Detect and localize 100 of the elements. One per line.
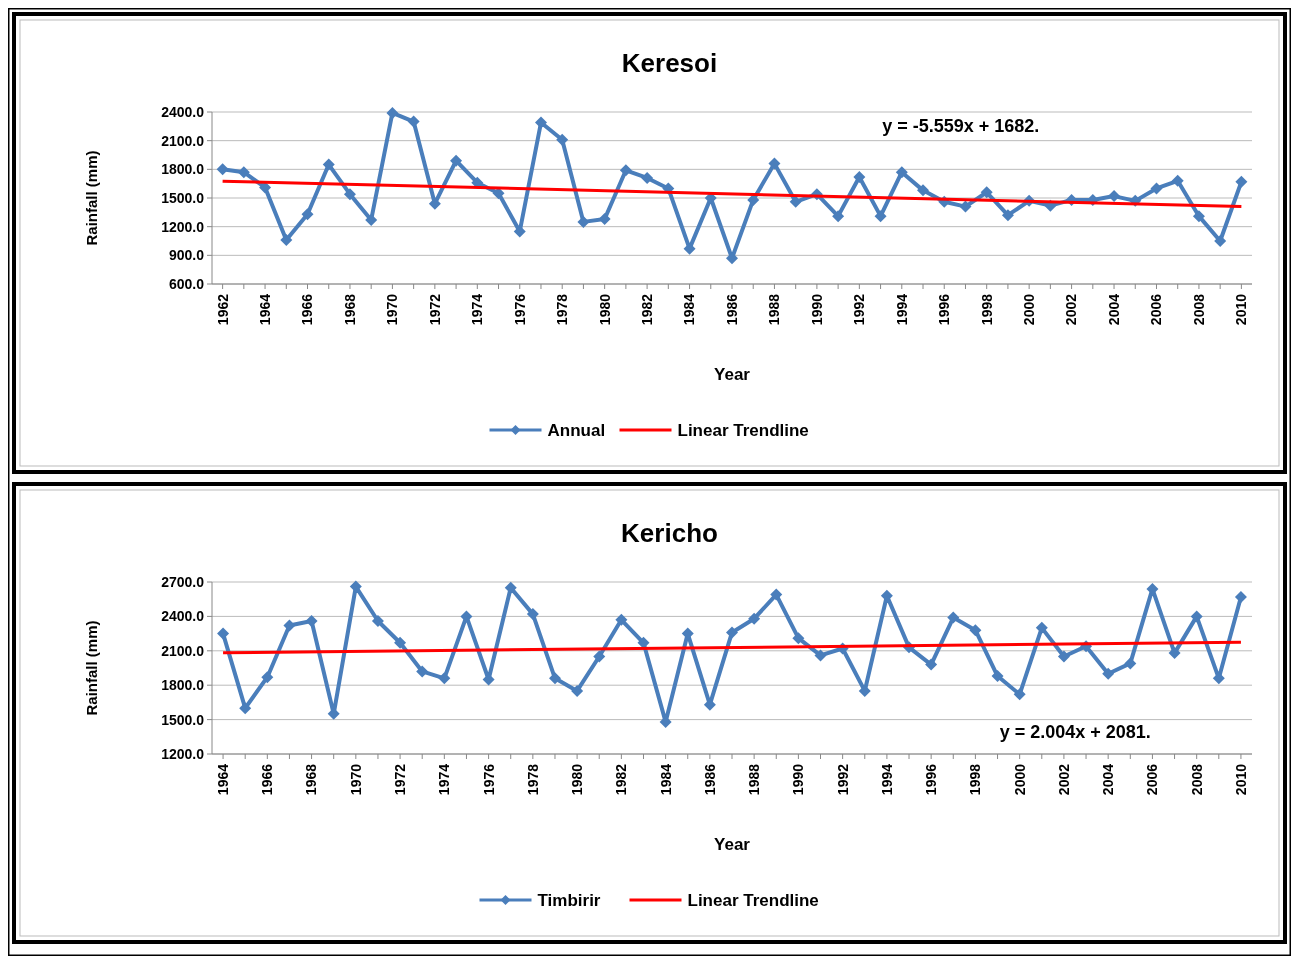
point (1235, 175, 1248, 188)
x-tick-label: 2010 (1232, 763, 1249, 796)
y-tick-label: 900.0 (168, 247, 205, 264)
x-tick-label: 1978 (554, 293, 571, 326)
x-tick-label: 2002 (1055, 763, 1072, 796)
point (216, 163, 229, 176)
x-tick-label: 1978 (524, 763, 541, 796)
x-tick-label: 1972 (426, 293, 443, 326)
point (895, 166, 908, 179)
point (280, 234, 293, 247)
point (1102, 667, 1115, 680)
point (683, 242, 696, 255)
point (641, 171, 654, 184)
point (615, 613, 628, 626)
point (261, 671, 274, 684)
x-tick-label: 1998 (978, 293, 995, 326)
y-tick-label: 1500.0 (161, 711, 205, 728)
point (460, 610, 473, 623)
point (947, 611, 960, 624)
point (504, 581, 517, 594)
point (577, 215, 590, 228)
y-tick-label: 2400.0 (161, 608, 205, 625)
point (322, 158, 335, 171)
point (416, 665, 429, 678)
x-tick-label: 1962 (214, 293, 231, 326)
x-tick-label: 2000 (1021, 293, 1038, 326)
y-tick-label: 600.0 (168, 275, 205, 292)
point (365, 213, 378, 226)
x-tick-label: 1980 (569, 763, 586, 796)
point (1001, 209, 1014, 222)
annotation: y = -5.559x + 1682. (882, 116, 1040, 136)
x-tick-label: 1992 (851, 293, 868, 326)
x-tick-label: 1994 (878, 763, 895, 796)
y-tick-label: 2700.0 (161, 573, 205, 590)
point (792, 632, 805, 645)
point (925, 658, 938, 671)
point (1168, 647, 1181, 660)
point (980, 186, 993, 199)
y-tick-label: 1200.0 (161, 745, 205, 762)
x-tick-label: 1972 (391, 763, 408, 796)
y-tick-label: 2400.0 (161, 103, 205, 120)
point (548, 672, 561, 685)
x-tick-label: 1966 (259, 763, 276, 796)
legend-label: Annual (547, 420, 606, 440)
x-tick-label: 1986 (701, 763, 718, 796)
y-tick-label: 2100.0 (161, 642, 205, 659)
y-tick-label: 2100.0 (161, 132, 205, 149)
x-tick-label: 1966 (299, 293, 316, 326)
point (1124, 657, 1137, 670)
x-tick-label: 1970 (384, 293, 401, 326)
x-tick-label: 1982 (613, 763, 630, 796)
x-tick-label: 1982 (639, 293, 655, 326)
y-axis-title: Rainfall (mm) (83, 620, 100, 716)
point (450, 154, 463, 167)
point (438, 672, 451, 685)
x-tick-label: 1970 (347, 763, 364, 796)
point (853, 170, 866, 183)
point (237, 166, 250, 179)
legend-label: Timbirir (537, 890, 601, 910)
point (726, 626, 738, 639)
point (386, 106, 399, 119)
x-tick-label: 1996 (936, 293, 953, 326)
point (343, 188, 356, 201)
x-tick-label: 1986 (723, 293, 740, 326)
y-tick-label: 1200.0 (161, 218, 205, 235)
point (1057, 650, 1070, 663)
point (1035, 621, 1048, 634)
x-tick-label: 1976 (511, 293, 528, 326)
legend-label: Linear Trendline (687, 890, 819, 910)
x-axis-title: Year (714, 365, 751, 384)
point (1234, 590, 1247, 603)
point (832, 210, 845, 223)
x-tick-label: 1980 (596, 293, 613, 326)
y-axis-title: Rainfall (mm) (83, 150, 100, 246)
point (534, 116, 547, 129)
point (619, 164, 632, 177)
x-tick-label: 1976 (480, 763, 497, 796)
x-tick-label: 2000 (1011, 763, 1028, 796)
point (874, 210, 887, 223)
annotation: y = 2.004x + 2081. (999, 722, 1151, 742)
point (526, 608, 539, 621)
x-tick-label: 1988 (746, 763, 763, 796)
x-tick-label: 2006 (1148, 293, 1165, 326)
chart-title: Kericho (621, 518, 718, 548)
point (959, 200, 972, 213)
x-tick-label: 1974 (436, 763, 453, 796)
x-tick-label: 1990 (808, 293, 825, 326)
point (239, 702, 252, 715)
x-tick-label: 2002 (1063, 293, 1080, 326)
x-tick-label: 1994 (893, 293, 910, 326)
x-tick-label: 1996 (923, 763, 940, 796)
x-tick-label: 2008 (1188, 763, 1205, 796)
point (371, 614, 384, 627)
legend-label: Linear Trendline (677, 420, 809, 440)
y-tick-label: 1500.0 (161, 189, 205, 206)
point (1171, 174, 1184, 187)
point (1190, 610, 1203, 623)
point (969, 624, 982, 637)
point (217, 627, 230, 640)
point (407, 115, 420, 128)
